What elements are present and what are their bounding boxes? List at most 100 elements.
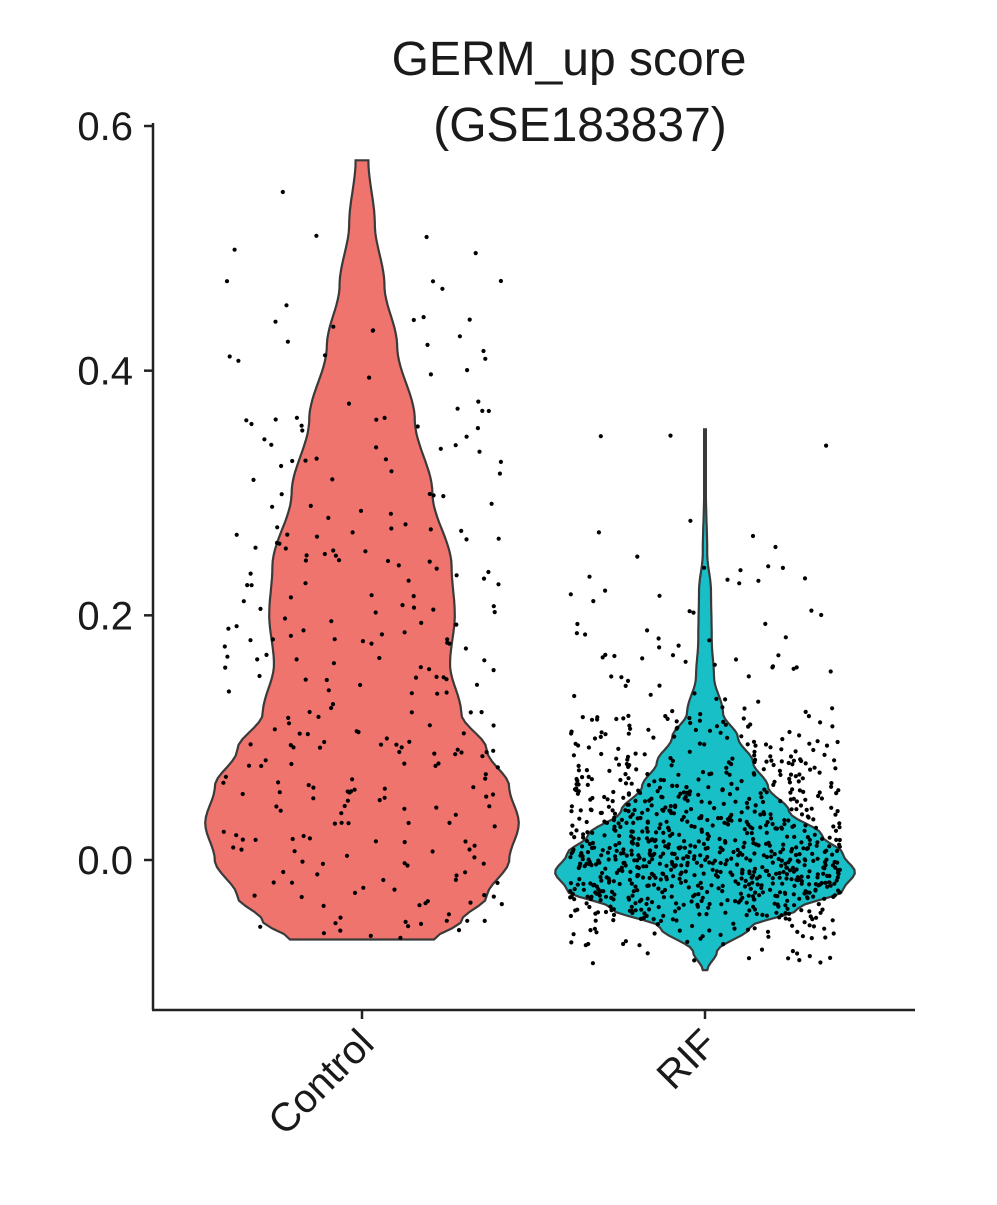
data-point [744, 913, 749, 918]
data-point [274, 804, 279, 809]
data-point [435, 691, 440, 696]
x-category-label: RIF [649, 1021, 726, 1098]
data-point [740, 895, 745, 900]
data-point [600, 870, 605, 876]
data-point [834, 791, 839, 796]
data-point [664, 877, 669, 882]
data-point [590, 830, 595, 836]
data-point [569, 809, 574, 814]
data-point [723, 697, 728, 702]
data-point [783, 916, 788, 921]
data-point [793, 749, 798, 754]
data-point [595, 717, 600, 722]
data-point [666, 842, 671, 847]
data-point [221, 780, 226, 785]
data-point [745, 742, 750, 747]
y-ticks: 0.0 0.2 0.4 0.6 [77, 105, 153, 883]
data-point [623, 939, 629, 944]
data-point [657, 645, 662, 650]
data-point [290, 458, 295, 464]
data-point [777, 875, 782, 880]
data-point [572, 835, 577, 840]
data-point [370, 328, 375, 333]
data-point [569, 804, 575, 809]
points-layer [221, 189, 843, 966]
data-point [785, 834, 790, 839]
data-point [438, 446, 443, 451]
data-point [797, 788, 803, 793]
data-point [571, 932, 576, 937]
data-point [814, 915, 819, 920]
data-point [568, 889, 573, 894]
data-point [718, 860, 723, 866]
data-point [381, 877, 386, 883]
data-point [789, 807, 794, 812]
data-point [609, 674, 614, 679]
data-point [279, 492, 284, 497]
data-point [578, 861, 583, 866]
data-point [666, 826, 671, 831]
data-point [645, 807, 650, 813]
data-point [652, 851, 657, 857]
data-point [824, 743, 830, 748]
data-point [473, 251, 478, 256]
data-point [633, 798, 638, 804]
data-point [628, 834, 634, 839]
data-point [368, 933, 373, 939]
data-point [749, 875, 755, 880]
data-point [619, 817, 625, 823]
data-point [499, 902, 504, 907]
data-point [223, 665, 228, 670]
data-point [702, 742, 707, 747]
data-point [787, 776, 792, 782]
data-point [742, 884, 748, 889]
data-point [455, 406, 460, 411]
data-point [472, 855, 477, 860]
data-point [837, 837, 842, 843]
data-point [446, 912, 451, 917]
data-point [614, 756, 619, 761]
data-point [607, 845, 612, 851]
data-point [827, 844, 832, 849]
data-point [487, 804, 492, 809]
data-point [723, 840, 728, 845]
data-point [770, 665, 775, 670]
data-point [623, 683, 628, 689]
data-point [764, 759, 769, 764]
data-point [813, 825, 819, 831]
data-point [482, 893, 487, 898]
data-point [646, 883, 651, 888]
data-point [402, 861, 407, 866]
data-point [299, 423, 304, 428]
data-point [286, 721, 292, 726]
data-point [248, 571, 253, 576]
data-point [778, 799, 783, 804]
data-point [820, 907, 825, 912]
data-point [586, 745, 592, 750]
data-point [303, 677, 308, 682]
data-point [629, 904, 634, 909]
data-point [673, 909, 678, 914]
data-point [827, 880, 832, 885]
data-point [800, 776, 805, 781]
data-point [676, 906, 681, 911]
data-point [764, 913, 770, 918]
data-point [285, 339, 290, 344]
data-point [300, 859, 305, 864]
data-point [781, 869, 786, 875]
data-point [707, 928, 712, 933]
data-point [587, 904, 592, 910]
data-point [697, 816, 702, 821]
data-point [811, 747, 816, 753]
data-point [616, 868, 622, 873]
data-point [468, 710, 473, 715]
data-point [573, 741, 578, 746]
data-point [778, 772, 783, 778]
data-point [772, 852, 777, 857]
data-point [774, 910, 779, 915]
data-point [405, 863, 410, 868]
data-point [280, 189, 285, 195]
data-point [752, 753, 757, 758]
data-point [802, 920, 807, 925]
data-point [809, 608, 814, 613]
